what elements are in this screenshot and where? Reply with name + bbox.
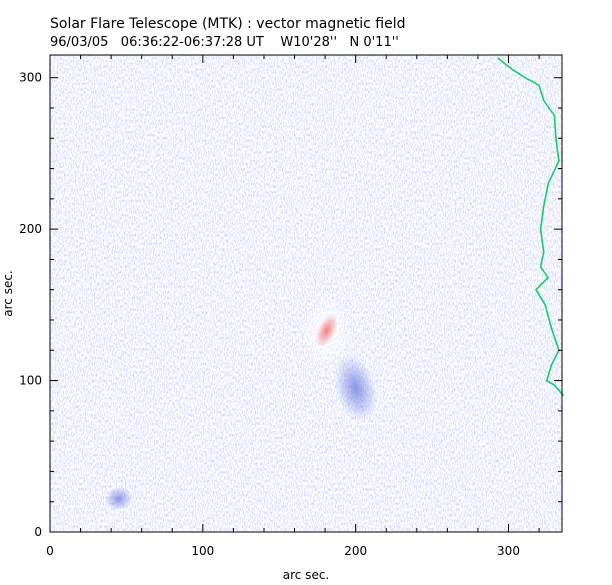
subtitle-time: 06:36:22-06:37:28 UT <box>120 35 264 50</box>
axis-labels: 0 100 200 300 0 100 200 300 arc sec. arc sec. <box>1 71 520 582</box>
subtitle-date: 96/03/05 <box>50 35 109 50</box>
y-tick-label: 100 <box>19 374 42 388</box>
x-tick-label: 300 <box>497 544 520 558</box>
negative-polarity-patch-small <box>104 486 133 511</box>
plot-frame <box>49 54 563 533</box>
y-axis-label: arc sec. <box>1 270 15 316</box>
y-tick-label: 300 <box>19 71 42 85</box>
subtitle-longitude: W10'28'' <box>280 35 338 50</box>
chart-subtitle: 96/03/05 06:36:22-06:37:28 UT W10'28'' N… <box>50 35 399 50</box>
x-tick-label: 100 <box>191 544 214 558</box>
magnetic-field-map <box>50 55 562 532</box>
x-tick-label: 200 <box>344 544 367 558</box>
x-tick-label: 0 <box>46 544 54 558</box>
subtitle-latitude: N 0'11'' <box>349 35 399 50</box>
limb-contour-line <box>497 57 565 397</box>
positive-polarity-spot <box>315 313 338 348</box>
plot-axes <box>49 54 563 533</box>
y-tick-label: 200 <box>19 222 42 236</box>
y-tick-label: 0 <box>34 525 42 539</box>
chart-title: Solar Flare Telescope (MTK) : vector mag… <box>50 16 406 32</box>
x-axis-label: arc sec. <box>283 568 329 582</box>
field-texture <box>50 55 562 532</box>
negative-polarity-patch <box>334 354 377 422</box>
limb-contour <box>497 57 565 397</box>
